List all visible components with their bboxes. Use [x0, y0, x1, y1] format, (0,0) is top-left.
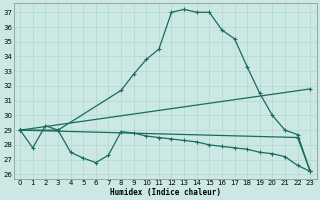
- X-axis label: Humidex (Indice chaleur): Humidex (Indice chaleur): [110, 188, 221, 197]
